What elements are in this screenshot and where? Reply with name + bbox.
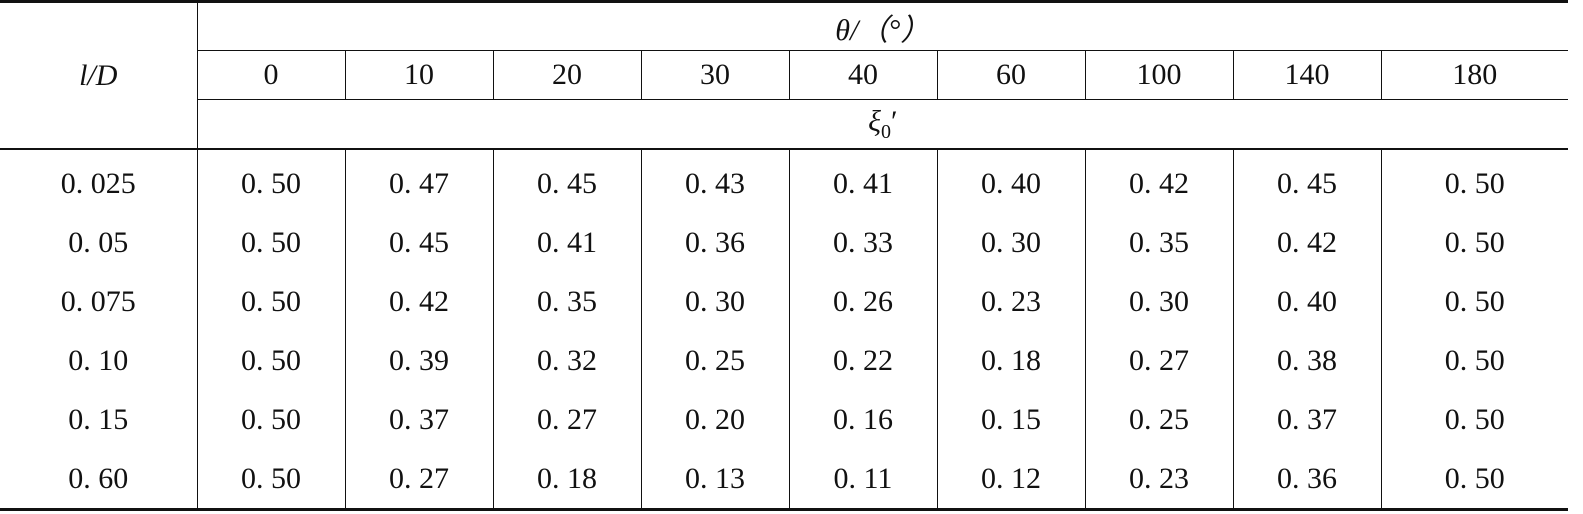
angle-header-cell: 40	[789, 50, 938, 100]
coefficient-cell: 0. 45	[1233, 149, 1382, 213]
xi-header: ξ0′	[197, 99, 1569, 150]
angle-header-cell: 100	[1085, 50, 1234, 100]
angle-header-cell: 30	[641, 50, 790, 100]
ld-value-cell: 0. 60	[0, 449, 198, 510]
angle-header-cell: 60	[937, 50, 1086, 100]
coefficient-cell: 0. 15	[937, 390, 1086, 449]
ld-value-cell: 0. 05	[0, 213, 198, 272]
coefficient-cell: 0. 50	[197, 149, 346, 213]
angle-header-cell: 20	[493, 50, 642, 100]
coefficient-cell: 0. 50	[197, 390, 346, 449]
coefficient-cell: 0. 20	[641, 390, 790, 449]
ld-value-cell: 0. 15	[0, 390, 198, 449]
coefficient-cell: 0. 37	[345, 390, 494, 449]
coefficient-cell: 0. 39	[345, 331, 494, 390]
theta-header-text: θ/（°）	[835, 13, 931, 47]
theta-header: θ/（°）	[197, 1, 1569, 51]
coefficient-cell: 0. 11	[789, 449, 938, 510]
angle-header-cell: 0	[197, 50, 346, 100]
coefficient-cell: 0. 30	[937, 213, 1086, 272]
coefficient-cell: 0. 38	[1233, 331, 1382, 390]
angle-header-row: 0 10 20 30 40 60 100 140 180	[0, 50, 1569, 100]
coefficient-cell: 0. 35	[1085, 213, 1234, 272]
coefficient-cell: 0. 50	[1444, 225, 1505, 259]
coefficient-cell: 0. 40	[937, 149, 1086, 213]
coefficient-cell: 0. 25	[641, 331, 790, 390]
xi-subscript: 0	[880, 120, 891, 143]
coefficient-cell: 0. 50	[1444, 461, 1505, 495]
coefficient-cell: 0. 30	[641, 272, 790, 331]
coefficient-cell: 0. 36	[1233, 449, 1382, 510]
coefficient-cell: 0. 22	[789, 331, 938, 390]
coefficient-cell: 0. 50	[1444, 284, 1505, 318]
coefficient-cell: 0. 30	[1085, 272, 1234, 331]
table-row: 0. 025 0. 50 0. 47 0. 45 0. 43 0. 41 0. 40 0. 4…	[0, 149, 1568, 213]
coefficient-cell: 0. 26	[789, 272, 938, 331]
coefficient-cell: 0. 50	[197, 331, 346, 390]
coefficient-cell: 0. 41	[789, 149, 938, 213]
table-row: 0. 05 0. 50 0. 45 0. 41 0. 36 0. 33 0. 30 0. 35…	[0, 213, 1568, 272]
coefficient-cell: 0. 43	[641, 149, 790, 213]
coefficient-cell: 0. 50	[1444, 343, 1505, 377]
table-row: 0. 10 0. 50 0. 39 0. 32 0. 25 0. 22 0. 18 0. 27…	[0, 331, 1568, 390]
coefficient-cell: 0. 40	[1233, 272, 1382, 331]
ld-value-cell: 0. 025	[0, 149, 198, 213]
xi-symbol: ξ	[868, 104, 881, 138]
coefficient-cell: 0. 23	[1085, 449, 1234, 510]
coefficient-cell: 0. 36	[641, 213, 790, 272]
coefficient-cell: 0. 50	[1444, 166, 1505, 200]
ld-value-cell: 0. 075	[0, 272, 198, 331]
table-body: 0. 025 0. 50 0. 47 0. 45 0. 43 0. 41 0. 40 0. 4…	[0, 149, 1568, 510]
coefficient-cell: 0. 41	[493, 213, 642, 272]
coefficient-cell: 0. 45	[345, 213, 494, 272]
coefficient-cell: 0. 37	[1233, 390, 1382, 449]
table-row: 0. 60 0. 50 0. 27 0. 18 0. 13 0. 11 0. 12 0. 23…	[0, 449, 1568, 510]
angle-header-cell: 140	[1233, 50, 1382, 100]
angle-header-cell: 10	[345, 50, 494, 100]
coefficient-cell: 0. 23	[937, 272, 1086, 331]
row-header-label: l/D	[0, 1, 198, 150]
coefficient-cell: 0. 18	[493, 449, 642, 510]
coefficient-cell: 0. 42	[1233, 213, 1382, 272]
coefficient-cell: 0. 27	[345, 449, 494, 510]
coefficient-cell: 0. 42	[345, 272, 494, 331]
coefficient-cell: 0. 42	[1085, 149, 1234, 213]
coefficient-cell: 0. 50	[197, 449, 346, 510]
coefficient-cell: 0. 32	[493, 331, 642, 390]
coefficient-cell: 0. 12	[937, 449, 1086, 510]
coefficient-cell: 0. 50	[197, 213, 346, 272]
angle-header-cell: 180	[1381, 50, 1569, 100]
table-row: 0. 075 0. 50 0. 42 0. 35 0. 30 0. 26 0. 23 0. 3…	[0, 272, 1568, 331]
coefficient-cell: 0. 25	[1085, 390, 1234, 449]
xi-prime: ′	[890, 104, 898, 138]
coefficient-cell: 0. 13	[641, 449, 790, 510]
coefficient-cell: 0. 47	[345, 149, 494, 213]
coefficient-cell: 0. 45	[493, 149, 642, 213]
coefficient-cell: 0. 16	[789, 390, 938, 449]
ld-value-cell: 0. 10	[0, 331, 198, 390]
coefficient-cell: 0. 18	[937, 331, 1086, 390]
coefficient-cell: 0. 50	[197, 272, 346, 331]
coefficient-cell: 0. 35	[493, 272, 642, 331]
coefficient-cell: 0. 27	[493, 390, 642, 449]
table-row: 0. 15 0. 50 0. 37 0. 27 0. 20 0. 16 0. 15 0. 25…	[0, 390, 1568, 449]
coefficient-cell: 0. 50	[1444, 402, 1505, 436]
coefficient-cell: 0. 27	[1085, 331, 1234, 390]
coefficient-cell: 0. 33	[789, 213, 938, 272]
